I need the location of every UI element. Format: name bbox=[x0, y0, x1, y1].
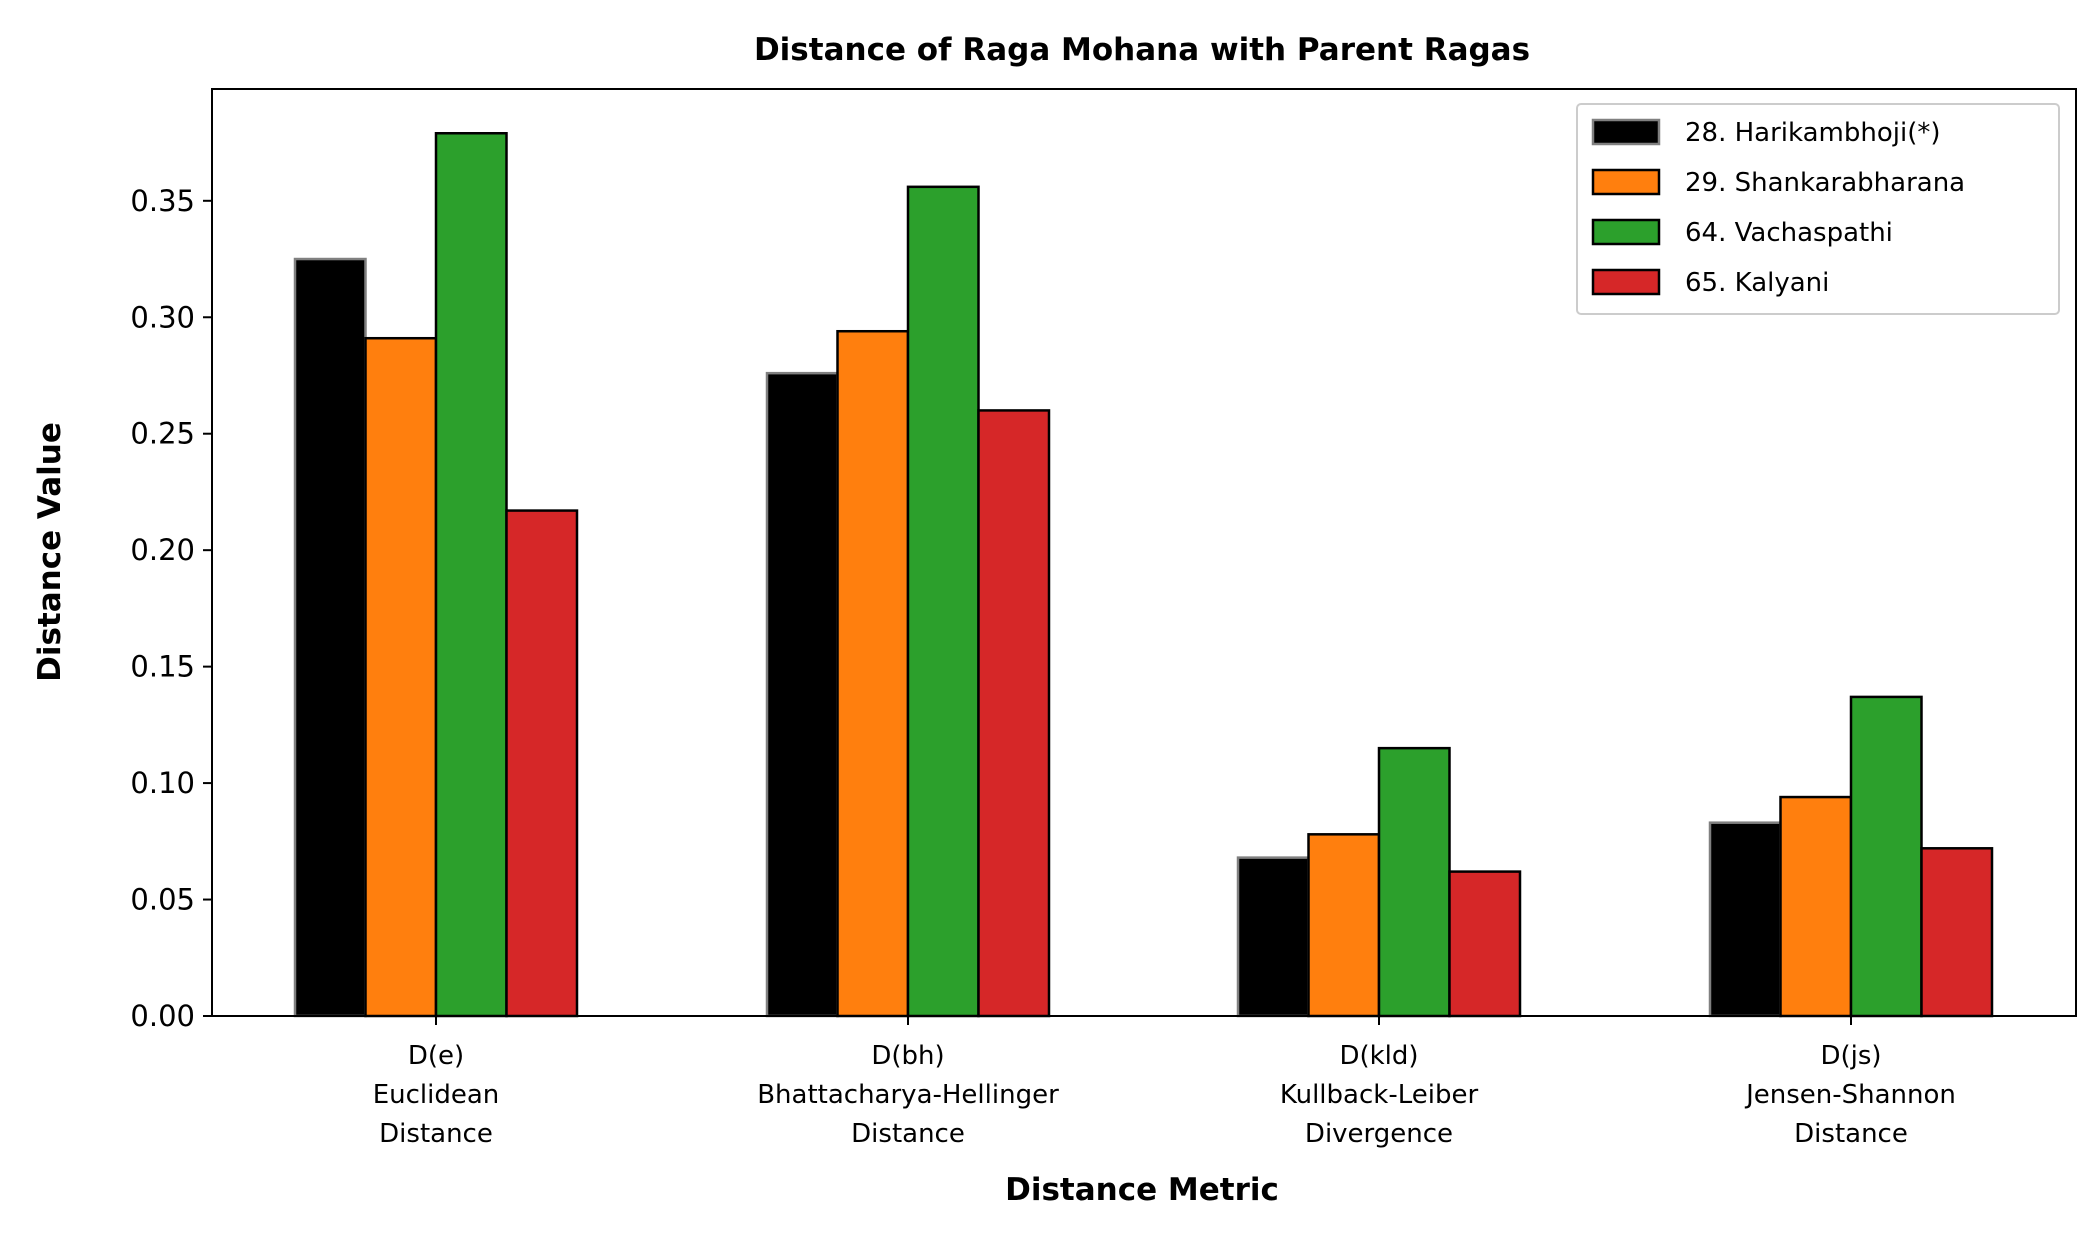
x-tick-label: Bhattacharya-Hellinger bbox=[757, 1080, 1059, 1110]
bar-2-2 bbox=[836, 329, 910, 1018]
x-tick-label: Distance bbox=[1794, 1119, 1908, 1149]
legend-swatch-3 bbox=[1591, 218, 1661, 246]
legend-label-3: 64. Vachaspathi bbox=[1685, 218, 1893, 248]
x-axis: D(e) Euclidean Distance D(bh) Bhattacharya-H… bbox=[373, 1016, 1956, 1149]
bar-1-1 bbox=[293, 257, 367, 1018]
bar-2-1 bbox=[364, 336, 438, 1018]
x-tick-label: D(bh) bbox=[871, 1041, 944, 1071]
bar-3-4 bbox=[1849, 695, 1923, 1018]
y-tick-label: 0.00 bbox=[130, 999, 195, 1033]
y-tick-label: 0.05 bbox=[130, 883, 195, 917]
x-tick-label: Distance bbox=[379, 1119, 493, 1149]
bar-1-4 bbox=[1708, 821, 1782, 1018]
legend-swatch-1 bbox=[1591, 118, 1661, 146]
legend-swatch-2 bbox=[1591, 168, 1661, 196]
plot-frame bbox=[211, 88, 2077, 1017]
y-tick-label: 0.15 bbox=[130, 650, 195, 684]
legend-label-1: 28. Harikambhoji(*) bbox=[1685, 118, 1941, 148]
x-axis-label: Distance Metric bbox=[1005, 1172, 1279, 1208]
bar-1-2 bbox=[765, 371, 839, 1018]
y-tick-label: 0.30 bbox=[130, 300, 195, 334]
bar-3-2 bbox=[906, 185, 980, 1018]
bar-2-4 bbox=[1779, 795, 1853, 1018]
x-tick-label: D(js) bbox=[1820, 1041, 1881, 1071]
x-tick-label: D(kld) bbox=[1339, 1041, 1418, 1071]
x-tick-label: Divergence bbox=[1305, 1119, 1453, 1149]
y-axis: 0.00 0.05 0.10 0.15 0.20 0.25 0.30 0.35 bbox=[130, 184, 212, 1033]
x-tick-label: Euclidean bbox=[373, 1080, 500, 1110]
bars-layer bbox=[293, 132, 1994, 1018]
y-tick-label: 0.35 bbox=[130, 184, 195, 218]
legend-frame bbox=[1576, 103, 2060, 315]
x-tick-label: Distance bbox=[851, 1119, 965, 1149]
legend-swatch-4 bbox=[1591, 268, 1661, 296]
y-tick-label: 0.10 bbox=[130, 766, 195, 800]
legend-label-4: 65. Kalyani bbox=[1685, 268, 1829, 298]
bar-4-2 bbox=[977, 409, 1051, 1018]
x-tick-label: Kullback-Leiber bbox=[1280, 1080, 1479, 1110]
legend: 28. Harikambhoji(*) 29. Shankarabharana 64… bbox=[1576, 103, 2060, 315]
bar-2-3 bbox=[1307, 833, 1381, 1018]
bar-4-3 bbox=[1448, 870, 1522, 1018]
y-tick-label: 0.25 bbox=[130, 417, 195, 451]
bar-4-1 bbox=[505, 509, 579, 1018]
bar-3-1 bbox=[434, 132, 508, 1018]
bar-4-4 bbox=[1920, 847, 1994, 1018]
legend-label-2: 29. Shankarabharana bbox=[1685, 168, 1965, 198]
y-tick-label: 0.20 bbox=[130, 533, 195, 567]
x-tick-label: D(e) bbox=[408, 1041, 464, 1071]
bar-1-3 bbox=[1236, 856, 1310, 1018]
bar-3-3 bbox=[1377, 746, 1451, 1018]
y-axis-label: Distance Value bbox=[32, 422, 68, 682]
x-tick-label: Jensen-Shannon bbox=[1744, 1080, 1956, 1110]
chart-title: Distance of Raga Mohana with Parent Raga… bbox=[754, 32, 1530, 68]
